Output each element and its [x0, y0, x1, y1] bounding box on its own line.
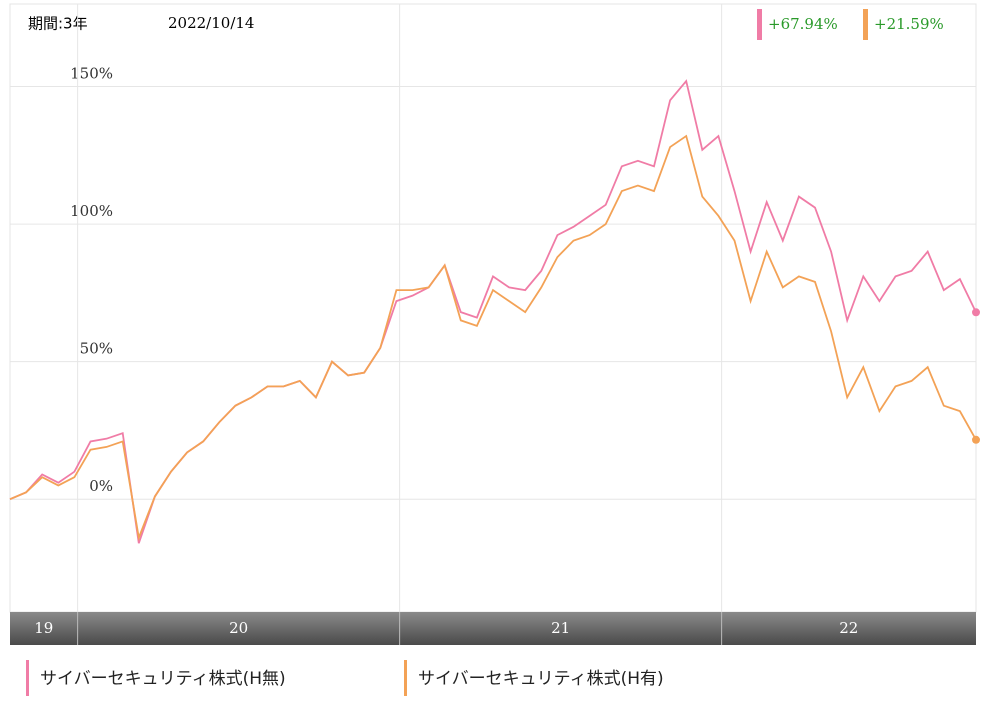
period-label: 期間:3年	[28, 15, 88, 33]
year-bar	[10, 612, 976, 645]
year-label: 21	[551, 619, 570, 637]
y-tick-label: 100%	[70, 202, 113, 220]
series-line	[9, 134, 977, 542]
change-swatch	[757, 9, 762, 40]
change-label: +21.59%	[874, 15, 944, 33]
legend-label: サイバーセキュリティ株式(H有)	[418, 669, 664, 689]
y-tick-label: 0%	[89, 477, 113, 495]
year-label: 22	[839, 619, 858, 637]
y-tick-label: 150%	[70, 65, 113, 83]
end-dot	[972, 435, 980, 444]
date: 2022/10/14	[168, 14, 254, 32]
legend-swatch	[26, 660, 29, 696]
y-tick-label: 50%	[80, 340, 113, 358]
legend-swatch	[404, 660, 407, 696]
year-label: 20	[229, 619, 248, 637]
change-swatch	[863, 9, 868, 40]
year-label: 19	[34, 619, 53, 637]
change-label: +67.94%	[768, 15, 838, 33]
end-dot	[972, 308, 980, 317]
plot-area	[9, 3, 977, 613]
legend-label: サイバーセキュリティ株式(H無)	[40, 669, 286, 689]
